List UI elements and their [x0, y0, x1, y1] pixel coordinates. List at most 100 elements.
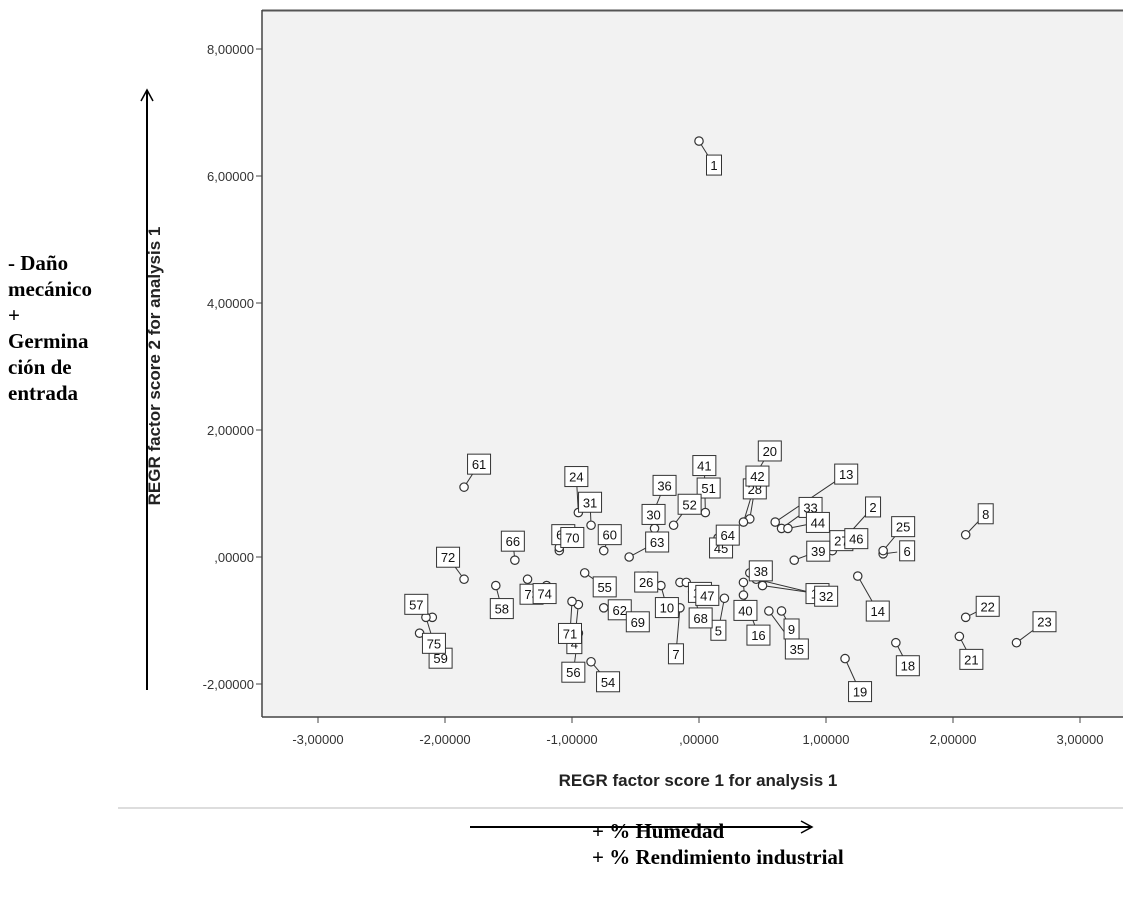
point-label-text: 22 — [980, 599, 994, 614]
point-label-text: 72 — [441, 550, 455, 565]
annotation-line: + % Rendimiento industrial — [592, 845, 844, 869]
point-label-text: 40 — [738, 603, 752, 618]
point-label-box — [532, 583, 557, 605]
data-point-marker — [764, 606, 774, 616]
point-label-box — [625, 611, 650, 633]
y-axis-ticks: -2,00000 ,00000 2,00000 4,00000 6,00000 8,000… — [203, 42, 262, 692]
point-label-box — [805, 511, 830, 533]
annotation-line: mecánico — [8, 277, 92, 301]
point-label-box — [745, 465, 770, 487]
point-label-box — [696, 477, 721, 499]
x-tick-label: -2,00000 — [419, 732, 470, 747]
data-point-marker — [567, 596, 577, 607]
point-label-text: 32 — [819, 589, 833, 604]
data-point-marker — [694, 136, 704, 146]
leader-line — [968, 520, 980, 533]
point-label-box — [865, 496, 882, 518]
leader-line — [426, 621, 432, 634]
point-label-box — [757, 440, 782, 462]
data-point-marker — [459, 482, 469, 492]
point-label-box — [436, 546, 461, 568]
leader-line — [766, 585, 808, 593]
data-point-marker — [586, 520, 596, 531]
data-point-marker — [783, 523, 793, 534]
annotation-line: entrada — [8, 381, 78, 405]
data-point-marker — [668, 520, 679, 531]
leader-line — [791, 523, 809, 529]
data-point-marker — [757, 580, 768, 591]
point-label-text: 5 — [715, 623, 722, 638]
point-label-box — [784, 638, 809, 660]
point-label-text: 56 — [566, 665, 580, 680]
data-point-marker — [738, 577, 749, 588]
point-label-text: 38 — [754, 564, 768, 579]
data-point-marker — [770, 517, 780, 527]
point-label-box — [1032, 611, 1057, 633]
point-label-text: 75 — [427, 636, 441, 651]
point-label-text: 24 — [569, 470, 583, 485]
point-label-text: 62 — [613, 603, 627, 618]
data-point-marker — [776, 606, 787, 616]
point-label-box — [848, 681, 873, 703]
point-label-text: 31 — [583, 495, 597, 510]
point-label-box — [645, 531, 670, 553]
point-label-text: 69 — [631, 615, 645, 630]
point-label-text: 41 — [697, 459, 711, 474]
y-tick-label: 4,00000 — [207, 296, 254, 311]
point-label-box — [596, 671, 621, 693]
x-tick-label: -1,00000 — [546, 732, 597, 747]
point-label-box — [895, 655, 920, 677]
point-label-box — [652, 474, 677, 496]
x-tick-label: 2,00000 — [930, 732, 977, 747]
data-point-marker — [522, 574, 533, 585]
leader-line — [513, 551, 515, 557]
x-tick-label: -3,00000 — [292, 732, 343, 747]
annotation-line: ción de — [8, 355, 72, 379]
point-label-text: 18 — [901, 659, 915, 674]
data-point-marker — [459, 574, 469, 585]
leader-line — [887, 551, 898, 554]
point-label-box — [421, 632, 446, 654]
point-label-box — [733, 599, 758, 621]
point-label-box — [467, 453, 492, 475]
x-tick-label: 3,00000 — [1057, 732, 1104, 747]
point-label-text: 21 — [964, 652, 978, 667]
point-label-text: 16 — [751, 628, 765, 643]
point-label-text: 52 — [682, 497, 696, 512]
annotation-line: - Daño — [8, 251, 69, 275]
annotation-line: + — [8, 303, 20, 327]
annotation-line: + % Humedad — [592, 819, 725, 843]
point-label-box — [564, 466, 589, 488]
point-label-text: 4 — [571, 637, 578, 652]
data-point-marker — [738, 517, 749, 527]
data-point-marker — [878, 545, 888, 556]
leader-line — [960, 639, 968, 651]
point-label-text: 33 — [803, 500, 817, 515]
point-label-box — [706, 154, 722, 176]
point-label-box — [560, 526, 585, 548]
horizontal-axis-annotation: + % Humedad + % Rendimiento industrial — [592, 818, 844, 870]
data-point-marker — [579, 568, 590, 578]
point-label-text: 44 — [811, 515, 825, 530]
point-label-box — [597, 524, 622, 546]
point-label-box — [748, 560, 773, 582]
point-label-box — [710, 619, 727, 641]
point-label-box — [715, 524, 740, 546]
point-label-text: 6 — [904, 544, 911, 559]
point-label-box — [500, 530, 525, 552]
data-point-marker — [738, 590, 749, 600]
point-label-box — [489, 598, 514, 620]
point-label-box — [959, 648, 984, 670]
point-label-box — [578, 491, 603, 513]
point-label-text: 63 — [650, 535, 664, 550]
data-point-marker — [490, 580, 501, 591]
y-tick-label: -2,00000 — [203, 677, 254, 692]
point-label-box — [692, 455, 717, 477]
point-label-text: 54 — [601, 675, 615, 690]
point-label-text: 58 — [495, 602, 509, 617]
point-label-text: 26 — [639, 575, 653, 590]
data-point-marker — [960, 529, 971, 540]
point-label-box — [695, 584, 720, 606]
point-label-text: 68 — [693, 611, 707, 626]
